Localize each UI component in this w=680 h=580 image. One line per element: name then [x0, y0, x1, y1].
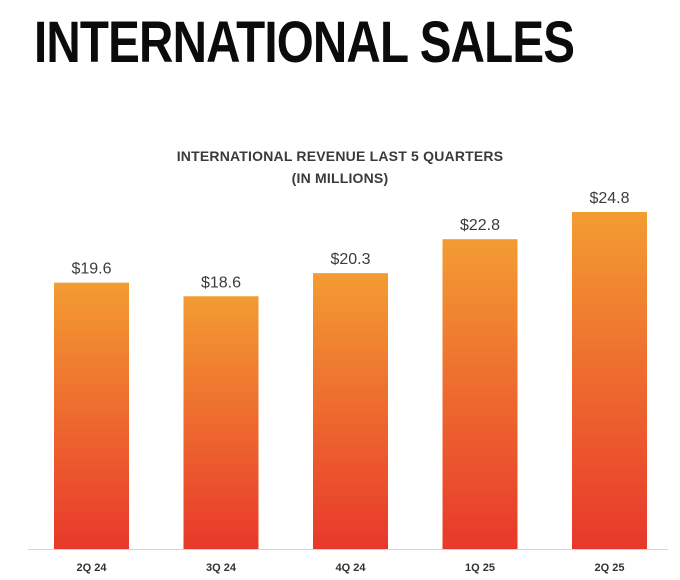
data-label: $18.6	[201, 274, 241, 291]
x-tick-label: 3Q 24	[206, 562, 237, 574]
data-label: $24.8	[589, 190, 629, 207]
bar-2q-25	[572, 212, 647, 549]
data-label: $20.3	[330, 251, 370, 268]
bar-1q-25	[442, 239, 518, 549]
x-tick-label: 1Q 25	[465, 562, 495, 574]
chart-title: INTERNATIONAL REVENUE LAST 5 QUARTERS	[176, 148, 504, 164]
bar-2q-24	[54, 282, 129, 549]
x-tick-label: 2Q 25	[595, 562, 625, 574]
bar-group: $19.6 2Q 24 $18.6 3Q 24 $20.3 4Q 24 $22.8 1Q 25…	[54, 190, 647, 574]
x-tick-label: 2Q 24	[77, 562, 108, 574]
bar-3q-24	[183, 296, 259, 549]
chart-subtitle: (IN MILLIONS)	[291, 170, 389, 186]
bar-4q-24	[313, 273, 388, 549]
page-title: INTERNATIONAL SALES	[34, 10, 575, 75]
x-tick-label: 4Q 24	[336, 562, 367, 574]
data-label: $19.6	[71, 261, 111, 278]
data-label: $22.8	[460, 217, 500, 234]
